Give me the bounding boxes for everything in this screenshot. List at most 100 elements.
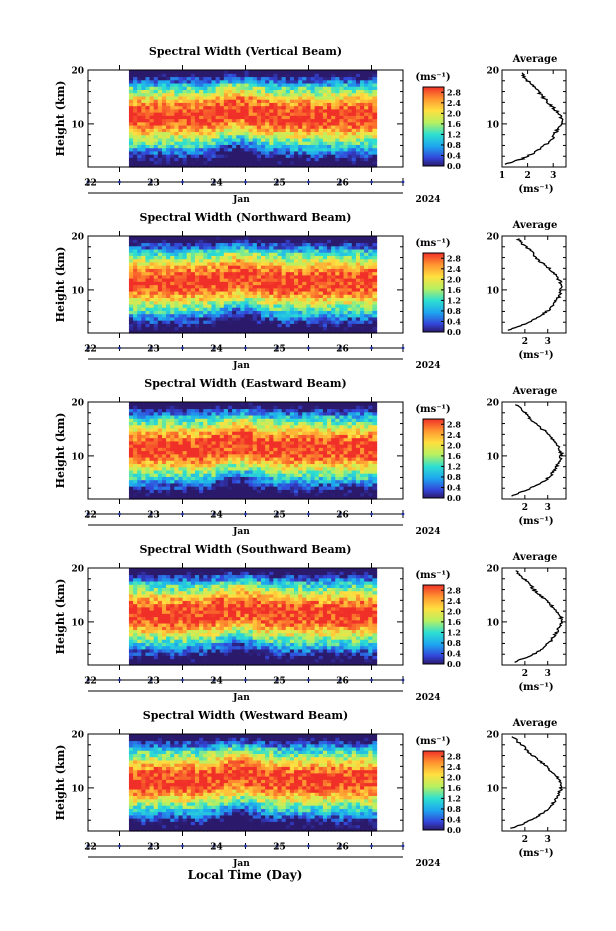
heatmap-cell: [327, 112, 332, 116]
heatmap-cell: [298, 265, 303, 269]
heatmap-cell: [285, 469, 291, 474]
heatmap-cell: [153, 476, 159, 481]
heatmap-cell: [314, 278, 320, 282]
heatmap-cell: [314, 105, 320, 110]
heatmap-cell: [232, 115, 237, 120]
heatmap-cell: [203, 408, 208, 413]
heatmap-cell: [277, 284, 283, 289]
heatmap-cell: [133, 112, 138, 116]
heatmap-cell: [306, 144, 312, 149]
heatmap-cell: [141, 482, 147, 487]
heatmap-cell: [227, 157, 233, 162]
heatmap-cell: [347, 326, 353, 331]
heatmap-cell: [331, 236, 336, 240]
heatmap-cell: [223, 242, 229, 247]
heatmap-cell: [355, 137, 361, 142]
heatmap-cell: [256, 118, 262, 123]
heatmap-cell: [269, 144, 274, 149]
heatmap-cell: [339, 239, 345, 244]
heatmap-cell: [227, 408, 233, 413]
heatmap-cell: [310, 144, 316, 149]
heatmap-cell: [128, 271, 134, 276]
heatmap-cell: [322, 258, 328, 263]
heatmap-cell: [248, 76, 254, 81]
heatmap-cell: [310, 105, 316, 110]
heatmap-cell: [128, 86, 134, 90]
heatmap-cell: [190, 95, 196, 100]
heatmap-cell: [190, 460, 196, 465]
time-marker: [86, 180, 90, 184]
heatmap-cell: [215, 79, 221, 84]
heatmap-cell: [194, 437, 200, 442]
heatmap-cell: [302, 248, 307, 253]
heatmap-cell: [256, 313, 262, 318]
heatmap-cell: [194, 102, 200, 107]
heatmap-cell: [277, 405, 283, 410]
heatmap-cell: [133, 320, 138, 324]
heatmap-cell: [335, 121, 340, 126]
heatmap-cell: [261, 258, 266, 263]
heatmap-cell: [331, 323, 336, 328]
heatmap-cell: [273, 284, 279, 289]
heatmap-cell: [269, 447, 274, 452]
heatmap-cell: [351, 134, 357, 139]
heatmap-cell: [331, 287, 336, 292]
heatmap-cell: [343, 86, 349, 90]
heatmap-cell: [261, 242, 266, 247]
heatmap-cell: [170, 137, 175, 142]
heatmap-cell: [285, 89, 291, 94]
heatmap-cell: [240, 121, 246, 126]
heatmap-cell: [368, 236, 374, 240]
heatmap-cell: [190, 268, 196, 273]
heatmap-cell: [265, 440, 270, 445]
heatmap-cell: [236, 236, 241, 240]
heatmap-cell: [194, 128, 200, 133]
heatmap-cell: [244, 95, 250, 100]
heatmap-cell: [203, 316, 208, 321]
heatmap-cell: [157, 157, 163, 162]
heatmap-cell: [207, 261, 213, 266]
heatmap-cell: [133, 294, 138, 299]
heatmap-cell: [170, 329, 175, 334]
heatmap-cell: [360, 316, 365, 321]
heatmap-cell: [244, 160, 250, 165]
heatmap-cell: [194, 239, 200, 244]
heatmap-cell: [281, 134, 287, 139]
heatmap-cell: [219, 112, 225, 116]
heatmap-cell: [219, 115, 225, 120]
heatmap-cell: [174, 450, 180, 455]
heatmap-cell: [236, 307, 241, 311]
heatmap-cell: [203, 411, 208, 416]
heatmap-cell: [199, 408, 204, 413]
heatmap-cell: [182, 160, 188, 165]
heatmap-cell: [133, 261, 138, 266]
heatmap-cell: [289, 307, 295, 311]
heatmap-cell: [261, 290, 266, 295]
heatmap-cell: [368, 307, 374, 311]
heatmap-cell: [223, 450, 229, 455]
heatmap-cell: [227, 313, 233, 318]
heatmap-cell: [157, 427, 163, 432]
heatmap-cell: [322, 255, 328, 260]
heatmap-cell: [194, 274, 200, 279]
heatmap-cell: [166, 131, 171, 136]
heatmap-cell: [128, 255, 134, 260]
heatmap-cell: [355, 307, 361, 311]
heatmap-cell: [281, 105, 287, 110]
heatmap-cell: [248, 248, 254, 253]
heatmap-cell: [372, 99, 378, 103]
heatmap-cell: [351, 141, 357, 145]
heatmap-cell: [161, 102, 167, 107]
heatmap-cell: [186, 134, 192, 139]
profile-x-label: (ms⁻¹): [518, 184, 553, 195]
heatmap-cell: [174, 402, 180, 406]
heatmap-cell: [227, 265, 233, 269]
heatmap-cell: [277, 482, 283, 487]
heatmap-cell: [182, 134, 188, 139]
heatmap-cell: [128, 405, 134, 410]
heatmap-cell: [347, 112, 353, 116]
heatmap-cell: [157, 150, 163, 155]
heatmap-cell: [170, 460, 175, 465]
heatmap-cell: [322, 316, 328, 321]
heatmap-cell: [351, 108, 357, 113]
